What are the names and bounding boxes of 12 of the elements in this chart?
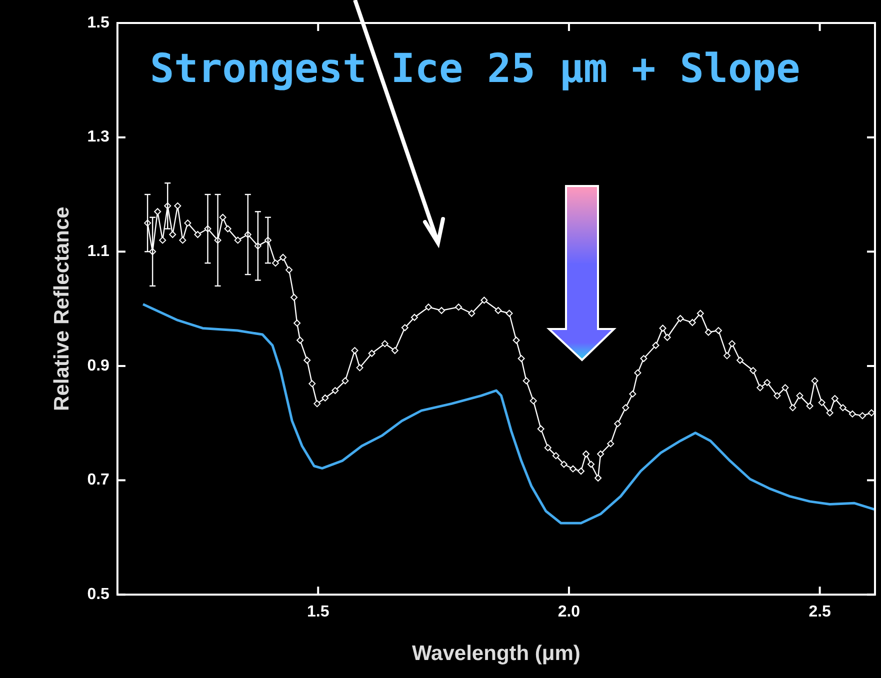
- y-axis-title: Relative Reflectance: [50, 206, 74, 411]
- y-tick-label: 1.1: [87, 243, 110, 260]
- x-tick-label: 2.0: [558, 604, 580, 621]
- y-tick-label: 1.5: [87, 14, 110, 32]
- y-tick-label: 0.9: [87, 357, 110, 374]
- x-tick-label: 2.5: [808, 604, 832, 621]
- x-axis-title: Wavelength (μm): [412, 642, 580, 666]
- y-tick-label: 0.5: [87, 586, 110, 604]
- y-tick-label: 1.3: [87, 128, 110, 146]
- x-tick-label: 1.5: [306, 604, 330, 621]
- annotation: Strongest Ice 25 μm + Slope: [150, 46, 800, 92]
- y-tick-label: 0.7: [87, 472, 110, 489]
